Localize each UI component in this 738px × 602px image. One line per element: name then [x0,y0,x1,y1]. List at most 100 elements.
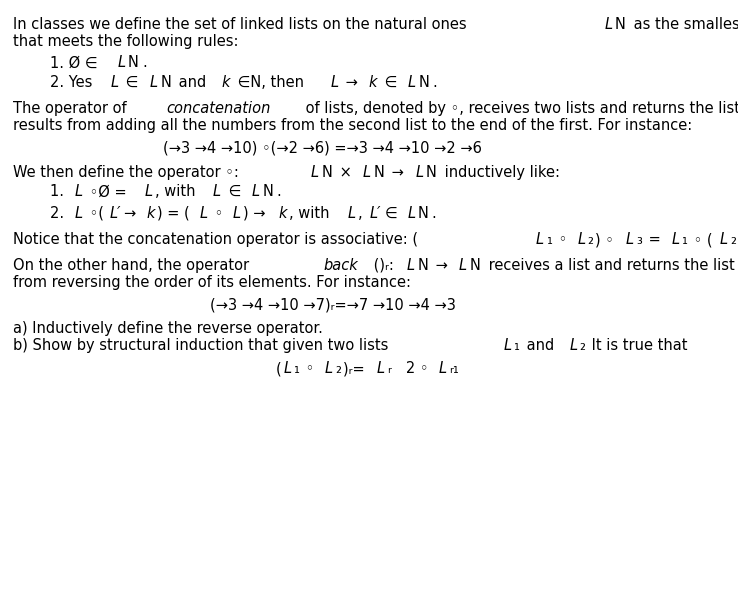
Text: L: L [407,206,415,221]
Text: N: N [418,206,429,221]
Text: L: L [213,184,221,199]
Text: L: L [311,165,319,180]
Text: L: L [439,361,447,376]
Text: ₁: ₁ [514,338,520,353]
Text: ∈N, then: ∈N, then [232,75,308,90]
Text: L: L [75,184,83,199]
Text: Notice that the concatenation operator is associative: (: Notice that the concatenation operator i… [13,232,418,247]
Text: L: L [150,75,158,90]
Text: ᵣ: ᵣ [387,361,391,376]
Text: , with: , with [289,206,334,221]
Text: k: k [278,206,287,221]
Text: On the other hand, the operator: On the other hand, the operator [13,258,254,273]
Text: The operator of: The operator of [13,101,131,116]
Text: N: N [469,258,480,273]
Text: (: ( [276,361,282,376]
Text: L: L [376,361,384,376]
Text: ∈: ∈ [224,184,246,199]
Text: =: = [644,232,665,247]
Text: that meets the following rules:: that meets the following rules: [13,34,239,49]
Text: →: → [341,75,362,90]
Text: L: L [407,258,415,273]
Text: N: N [418,75,430,90]
Text: , with: , with [155,184,200,199]
Text: ◦ (: ◦ ( [689,232,713,247]
Text: ◦(: ◦( [85,206,104,221]
Text: L: L [459,258,467,273]
Text: It is true that: It is true that [587,338,688,353]
Text: We then define the operator ◦:: We then define the operator ◦: [13,165,244,180]
Text: L: L [408,75,416,90]
Text: .: . [277,184,281,199]
Text: and: and [522,338,559,353]
Text: L: L [569,338,577,353]
Text: L: L [577,232,585,247]
Text: L: L [604,17,613,32]
Text: →: → [387,165,409,180]
Text: N: N [373,165,384,180]
Text: .: . [432,75,437,90]
Text: L′: L′ [370,206,382,221]
Text: of lists, denoted by ◦, receives two lists and returns the list that: of lists, denoted by ◦, receives two lis… [300,101,738,116]
Text: ∈: ∈ [379,75,401,90]
Text: 1.: 1. [50,184,69,199]
Text: 2.: 2. [50,206,69,221]
Text: ₂: ₂ [580,338,586,353]
Text: 2. Yes: 2. Yes [50,75,97,90]
Text: (→3 →4 →10) ◦(→2 →6) =→3 →4 →10 →2 →6: (→3 →4 →10) ◦(→2 →6) =→3 →4 →10 →2 →6 [163,141,482,156]
Text: concatenation: concatenation [166,101,270,116]
Text: back: back [324,258,359,273]
Text: from reversing the order of its elements. For instance:: from reversing the order of its elements… [13,275,411,290]
Text: L: L [672,232,680,247]
Text: b) Show by structural induction that given two lists: b) Show by structural induction that giv… [13,338,393,353]
Text: →: → [124,206,141,221]
Text: ᵣ₁: ᵣ₁ [449,361,459,376]
Text: →: → [431,258,453,273]
Text: L: L [363,165,371,180]
Text: ◦: ◦ [301,361,320,376]
Text: L: L [145,184,153,199]
Text: k: k [222,75,230,90]
Text: receives a list and returns the list that results: receives a list and returns the list tha… [483,258,738,273]
Text: L: L [232,206,241,221]
Text: N: N [321,165,332,180]
Text: 2 ◦: 2 ◦ [392,361,429,376]
Text: L: L [720,232,728,247]
Text: L: L [536,232,544,247]
Text: inductively like:: inductively like: [440,165,559,180]
Text: ◦: ◦ [554,232,572,247]
Text: L: L [117,55,125,70]
Text: N: N [263,184,273,199]
Text: N: N [417,258,428,273]
Text: ₁: ₁ [547,232,552,247]
Text: ₂: ₂ [335,361,341,376]
Text: N: N [426,165,437,180]
Text: ∈: ∈ [384,206,402,221]
Text: L: L [331,75,339,90]
Text: ◦Ø =: ◦Ø = [85,184,131,199]
Text: .: . [142,55,147,70]
Text: L′: L′ [109,206,121,221]
Text: In classes we define the set of linked lists on the natural ones: In classes we define the set of linked l… [13,17,472,32]
Text: N: N [160,75,171,90]
Text: ) ◦: ) ◦ [596,232,619,247]
Text: a) Inductively define the reverse operator.: a) Inductively define the reverse operat… [13,321,323,337]
Text: ∈: ∈ [121,75,143,90]
Text: )ᵣ=: )ᵣ= [342,361,369,376]
Text: N: N [128,55,139,70]
Text: L: L [348,206,356,221]
Text: L: L [252,184,260,199]
Text: L: L [415,165,424,180]
Text: ) = (: ) = ( [157,206,190,221]
Text: k: k [146,206,154,221]
Text: as the smallest set: as the smallest set [629,17,738,32]
Text: L: L [283,361,292,376]
Text: ₁: ₁ [294,361,300,376]
Text: ₂: ₂ [731,232,737,247]
Text: L: L [111,75,119,90]
Text: ) →: ) → [244,206,270,221]
Text: ₃: ₃ [636,232,642,247]
Text: ₂: ₂ [587,232,593,247]
Text: ₁: ₁ [682,232,688,247]
Text: ()ᵣ:: ()ᵣ: [369,258,399,273]
